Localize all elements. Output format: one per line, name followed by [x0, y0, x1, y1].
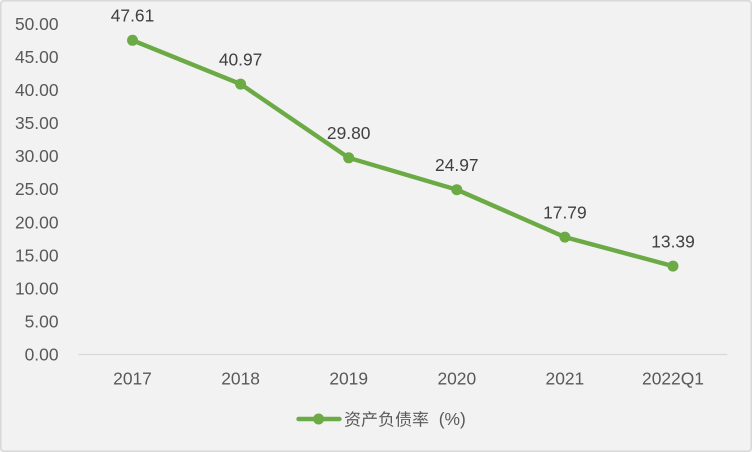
svg-text:24.97: 24.97 — [435, 155, 479, 175]
svg-text:29.80: 29.80 — [327, 123, 371, 143]
svg-text:40.00: 40.00 — [15, 80, 59, 100]
svg-text:17.79: 17.79 — [543, 203, 587, 223]
svg-text:5.00: 5.00 — [25, 311, 59, 331]
svg-text:0.00: 0.00 — [25, 345, 59, 365]
svg-text:47.61: 47.61 — [111, 6, 155, 26]
svg-text:30.00: 30.00 — [15, 146, 59, 166]
svg-text:2022Q1: 2022Q1 — [642, 369, 704, 389]
svg-text:45.00: 45.00 — [15, 47, 59, 67]
svg-text:20.00: 20.00 — [15, 212, 59, 232]
svg-text:25.00: 25.00 — [15, 179, 59, 199]
svg-text:(%): (%) — [439, 409, 466, 429]
svg-text:15.00: 15.00 — [15, 245, 59, 265]
svg-text:40.97: 40.97 — [219, 50, 263, 70]
svg-text:13.39: 13.39 — [651, 232, 695, 252]
svg-text:2020: 2020 — [437, 369, 476, 389]
svg-text:2021: 2021 — [546, 369, 585, 389]
svg-text:2019: 2019 — [329, 369, 368, 389]
svg-text:50.00: 50.00 — [15, 14, 59, 34]
svg-text:2018: 2018 — [221, 369, 260, 389]
svg-text:35.00: 35.00 — [15, 113, 59, 133]
svg-text:10.00: 10.00 — [15, 278, 59, 298]
svg-text:2017: 2017 — [113, 369, 152, 389]
